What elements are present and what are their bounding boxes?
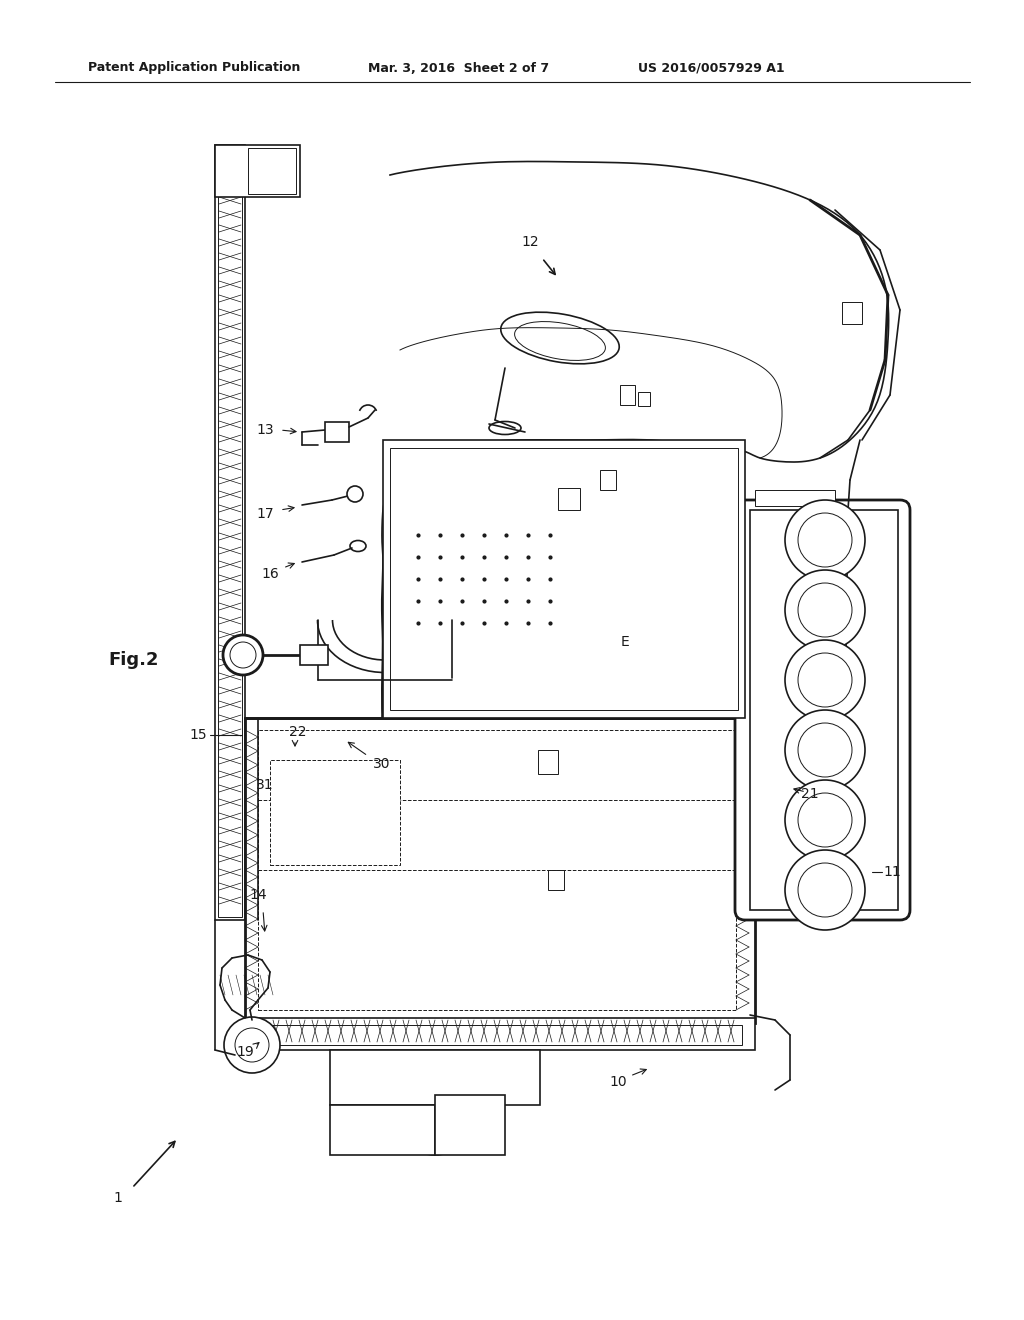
Bar [248,148,296,194]
Text: Fig.2: Fig.2 [108,651,159,669]
Text: 22: 22 [289,725,307,739]
Circle shape [223,635,263,675]
Circle shape [785,850,865,931]
Circle shape [224,1016,280,1073]
Circle shape [230,642,256,668]
Bar [558,488,580,510]
Text: 16: 16 [261,568,279,581]
Bar [258,1026,742,1045]
Ellipse shape [548,553,593,587]
Text: 14: 14 [249,888,267,902]
Bar [755,490,835,506]
Ellipse shape [445,523,570,593]
Bar [600,470,616,490]
Text: 12: 12 [521,235,539,249]
Text: Patent Application Publication: Patent Application Publication [88,62,300,74]
Ellipse shape [439,564,511,616]
Bar [330,1049,540,1105]
Text: 19: 19 [237,1045,254,1059]
Bar [548,870,564,890]
Bar [270,760,400,865]
Ellipse shape [501,312,620,364]
Bar [638,392,650,407]
Bar [245,1018,755,1049]
Bar [390,447,738,710]
Bar [245,718,755,1023]
Ellipse shape [489,421,521,434]
Circle shape [798,513,852,568]
Bar [258,730,736,1010]
Text: E: E [621,635,630,649]
Text: 30: 30 [374,756,391,771]
Circle shape [785,500,865,579]
Text: 11: 11 [883,865,901,879]
Bar [620,385,635,405]
Circle shape [234,1028,269,1063]
Bar [215,145,300,197]
Circle shape [785,780,865,861]
Bar [383,440,745,718]
Text: 17: 17 [256,507,273,521]
Bar [325,422,349,442]
Bar [435,1096,505,1155]
Text: 13: 13 [256,422,273,437]
Circle shape [798,653,852,708]
Circle shape [785,570,865,649]
Text: 1: 1 [114,1191,123,1205]
Circle shape [785,640,865,719]
Bar [215,145,245,920]
Ellipse shape [427,507,593,602]
FancyBboxPatch shape [735,500,910,920]
Ellipse shape [515,322,605,360]
Circle shape [798,723,852,777]
Text: 21: 21 [801,787,819,801]
Bar [842,302,862,323]
Bar [538,750,558,774]
Circle shape [798,583,852,638]
Bar [330,1105,435,1155]
Text: Mar. 3, 2016  Sheet 2 of 7: Mar. 3, 2016 Sheet 2 of 7 [368,62,549,74]
Text: 15: 15 [189,729,207,742]
Bar [750,510,898,909]
Circle shape [798,863,852,917]
Ellipse shape [350,540,366,552]
Circle shape [785,710,865,789]
Bar [218,148,242,917]
Text: 31: 31 [256,777,273,792]
Bar [300,645,328,665]
Circle shape [347,486,362,502]
Ellipse shape [509,557,567,599]
Text: 10: 10 [609,1074,627,1089]
Circle shape [798,793,852,847]
Text: US 2016/0057929 A1: US 2016/0057929 A1 [638,62,784,74]
